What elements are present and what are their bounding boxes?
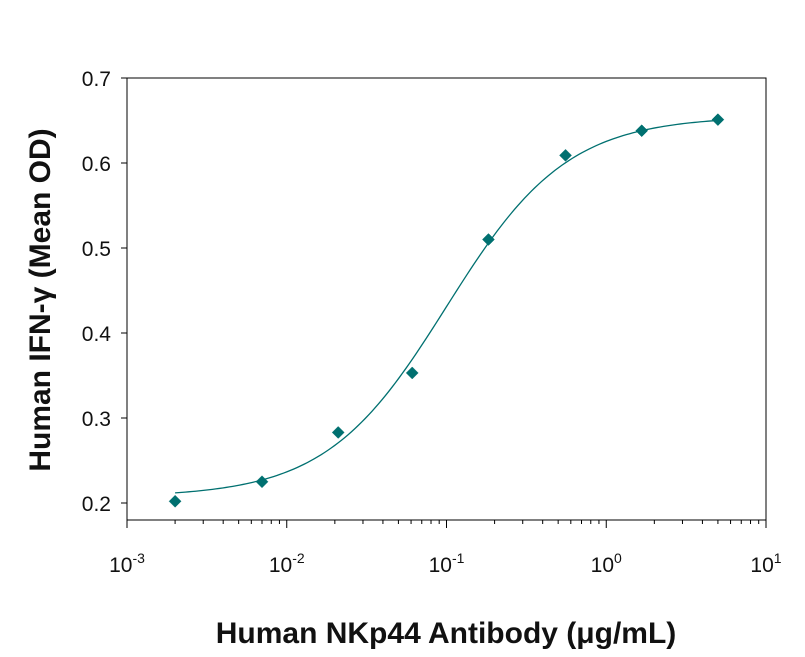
data-point-marker [482, 233, 495, 246]
data-point-marker [405, 366, 419, 380]
y-tick-label: 0.7 [82, 68, 111, 91]
data-point-marker [635, 124, 649, 138]
x-tick-label: 101 [750, 550, 781, 577]
data-point-marker [168, 494, 182, 508]
plot-area [126, 77, 767, 521]
y-axis-ticks: 0.2 0.3 0.4 0.5 0.6 0.7 [82, 68, 127, 516]
x-tick-label: 10-2 [269, 550, 305, 577]
y-tick-label: 0.3 [82, 408, 111, 431]
x-axis-ticks: 10-3 10-2 10-1 100 101 [109, 520, 782, 577]
y-tick-label: 0.5 [82, 238, 111, 261]
data-point-marker [559, 148, 572, 162]
data-point-marker [331, 426, 345, 439]
y-tick-label: 0.6 [82, 153, 111, 176]
data-point-marker [255, 475, 269, 489]
y-axis-title: Human IFN-γ (Mean OD) [24, 128, 57, 471]
x-tick-label: 10-3 [109, 550, 145, 577]
x-axis-title: Human NKp44 Antibody (μg/mL) [216, 617, 677, 650]
y-tick-label: 0.2 [82, 493, 111, 516]
x-tick-label: 10-1 [429, 550, 465, 577]
data-markers [168, 113, 725, 508]
y-tick-label: 0.4 [82, 323, 112, 346]
x-tick-label: 100 [591, 550, 622, 577]
data-point-marker [711, 113, 725, 127]
